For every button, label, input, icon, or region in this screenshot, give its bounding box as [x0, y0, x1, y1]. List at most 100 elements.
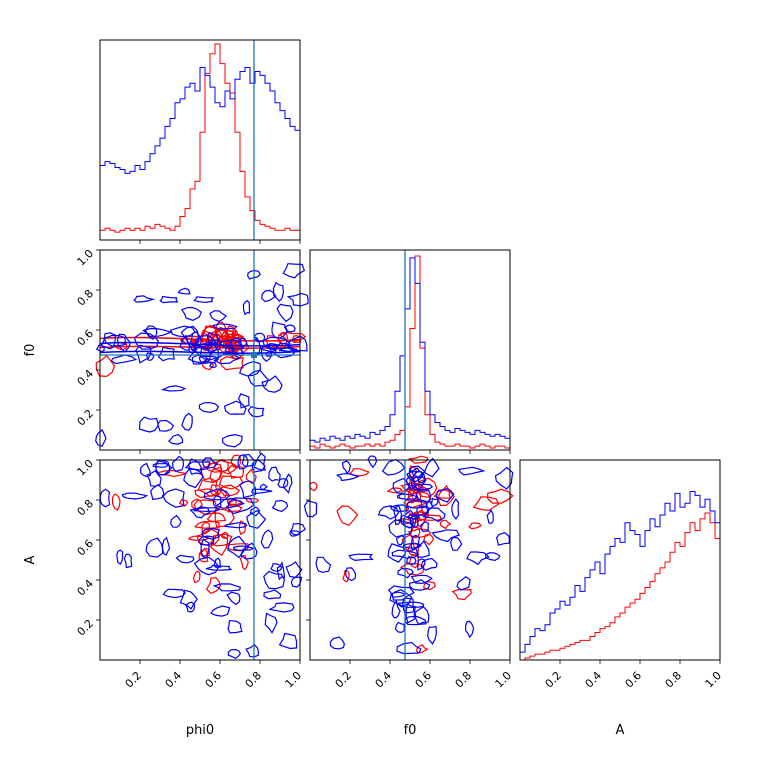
axes-frame-f0 [309, 249, 511, 451]
x-tick-label: 0.4 [583, 669, 605, 691]
contour-phi0-A-blue [161, 536, 171, 556]
band-blue [99, 341, 301, 347]
contour-phi0-f0-blue [187, 346, 212, 364]
hist-A-red [520, 512, 721, 661]
contour-f0-A-red [386, 487, 403, 494]
contour-phi0-A-red [201, 521, 210, 535]
contour-phi0-A-red [193, 499, 218, 516]
axes-frame-f0-A [309, 459, 511, 661]
contour-phi0-A-blue [121, 492, 149, 500]
contour-phi0-A-blue [268, 602, 295, 613]
contour-phi0-A-blue [184, 461, 211, 471]
contour-phi0-f0-blue [135, 344, 152, 364]
x-tick-label: 0.6 [623, 669, 645, 691]
y-axis-label-f0: f0 [23, 344, 38, 357]
contour-phi0-A-blue [264, 612, 278, 634]
contour-phi0-A-blue [223, 522, 248, 529]
contour-phi0-f0-blue [103, 335, 127, 347]
contour-phi0-A-blue [201, 527, 221, 540]
contour-f0-A-blue [402, 597, 415, 614]
contour-f0-A-blue [414, 606, 430, 626]
contour-f0-A-red [407, 528, 432, 538]
contour-f0-A-blue [377, 505, 400, 520]
contour-f0-A-blue [414, 540, 430, 558]
contour-phi0-f0-blue [221, 433, 243, 448]
contour-phi0-A-blue [171, 455, 185, 472]
contour-phi0-f0-blue [206, 331, 219, 346]
contour-phi0-A-blue [260, 529, 274, 549]
contour-phi0-A-red [209, 484, 222, 497]
contour-f0-A-blue [408, 465, 426, 478]
contour-phi0-f0-blue [193, 296, 215, 304]
contour-phi0-A-blue [282, 473, 293, 494]
contour-phi0-A-blue [263, 570, 286, 590]
contour-phi0-f0-blue [265, 350, 273, 357]
hist-phi0-blue [99, 67, 301, 240]
contour-f0-A-red [423, 533, 435, 546]
contour-phi0-f0-blue [272, 281, 285, 303]
contour-phi0-f0-blue [287, 335, 308, 352]
hist-f0-red [309, 255, 511, 450]
contour-f0-A-blue [430, 497, 439, 508]
contour-phi0-f0-blue [282, 263, 306, 279]
band-blue [99, 350, 301, 354]
contour-f0-A-blue [450, 536, 463, 551]
x-tick-label: 0.2 [123, 669, 145, 691]
contour-phi0-f0-blue [157, 419, 175, 432]
hist-A-blue [519, 490, 721, 660]
contour-phi0-A-blue [213, 557, 222, 568]
contour-phi0-A-red [156, 469, 189, 478]
contour-phi0-f0-blue [177, 287, 191, 295]
contour-f0-A-red [439, 519, 452, 530]
contour-phi0-f0-blue [160, 385, 187, 392]
contour-phi0-A-blue [170, 514, 182, 528]
contour-phi0-A-blue [145, 537, 164, 558]
contour-phi0-f0-blue [253, 332, 266, 343]
contour-f0-A-red [342, 569, 350, 583]
x-axis-label-A: A [616, 723, 625, 738]
band-red [99, 336, 301, 342]
y-tick-label: 0.8 [75, 287, 97, 309]
contour-f0-A-blue [420, 557, 438, 571]
contour-phi0-f0-blue [110, 354, 138, 365]
contour-f0-A-red [309, 481, 318, 492]
contour-phi0-f0-blue [283, 324, 296, 333]
contour-f0-A-blue [341, 460, 352, 475]
contour-phi0-A-blue [212, 495, 222, 510]
axes-frame-phi0-f0 [99, 249, 301, 451]
x-tick-label: 0.8 [243, 669, 265, 691]
contour-phi0-f0-red [202, 325, 218, 338]
contour-phi0-f0-red [201, 359, 215, 371]
contour-phi0-A-blue [200, 538, 210, 559]
contour-phi0-A-blue [263, 589, 282, 600]
x-tick-label: 0.8 [453, 669, 475, 691]
contour-phi0-f0-blue [286, 292, 309, 307]
contour-f0-A-blue [367, 455, 378, 469]
y-tick-label: 0.6 [75, 327, 97, 349]
contour-f0-A-blue [406, 555, 417, 566]
contour-phi0-A-blue [285, 561, 303, 578]
contour-phi0-f0-blue [181, 412, 193, 431]
contour-phi0-f0-blue [198, 401, 220, 414]
contour-f0-A-blue [417, 476, 427, 484]
x-axis-label-phi0: phi0 [186, 723, 214, 738]
contour-phi0-f0-red [95, 354, 116, 378]
contour-f0-A-blue [423, 457, 440, 478]
contour-phi0-A-blue [290, 576, 303, 588]
contour-phi0-A-red [205, 577, 221, 595]
contour-phi0-f0-blue [167, 433, 184, 445]
contour-phi0-A-red [219, 475, 244, 490]
contour-f0-A-blue [397, 568, 414, 579]
contour-f0-A-blue [412, 483, 434, 491]
contour-phi0-A-blue [183, 468, 204, 489]
y-tick-label: 1.0 [75, 247, 97, 269]
contour-phi0-A-red [206, 512, 227, 523]
contour-f0-A-blue [344, 567, 357, 582]
hist-phi0-red [99, 43, 301, 240]
contour-phi0-A-blue [289, 530, 301, 537]
contour-phi0-f0-blue [95, 343, 105, 353]
contour-phi0-A-blue [146, 470, 162, 487]
contour-f0-A-red [415, 644, 429, 654]
contour-f0-A-blue [381, 458, 406, 476]
contour-phi0-f0-blue [238, 360, 261, 377]
